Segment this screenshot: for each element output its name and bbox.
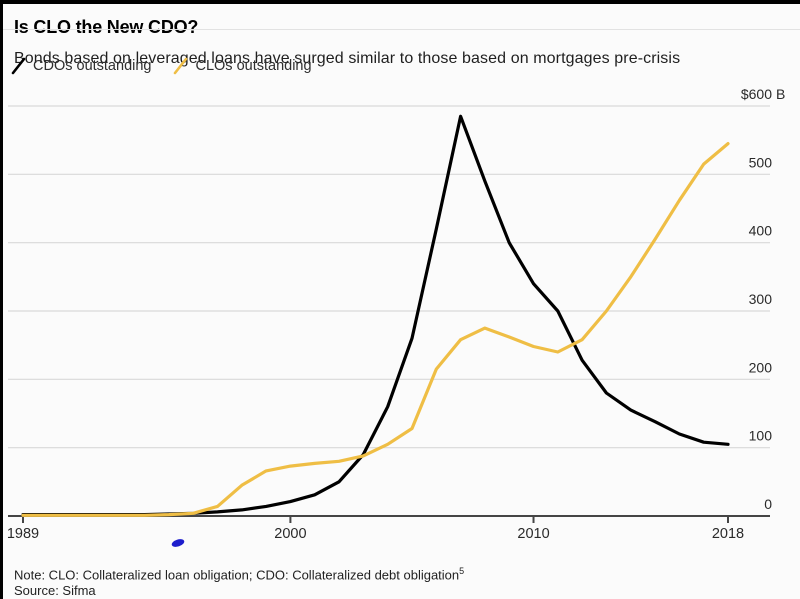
chart-title: Is CLO the New CDO? <box>14 17 199 38</box>
footnote: Note: CLO: Collateralized loan obligatio… <box>14 566 465 583</box>
legend-label-clo: CLOs outstanding <box>195 58 312 74</box>
clo-line-swatch-icon <box>174 57 188 75</box>
x-tick-label-1989: 1989 <box>7 526 39 542</box>
y-tick-label-100: 100 <box>749 428 773 444</box>
y-tick-label-0: 0 <box>764 496 772 512</box>
y-tick-label-200: 200 <box>749 359 773 375</box>
footnote-marker: 5 <box>459 566 465 576</box>
y-tick-label-300: 300 <box>749 291 773 307</box>
stray-blue-mark <box>171 539 185 547</box>
title-divider <box>0 29 800 30</box>
legend-item-clo: CLOs outstanding <box>173 57 312 75</box>
series-line-clos <box>21 142 730 517</box>
legend-label-cdo: CDOs outstanding <box>33 58 152 74</box>
top-border <box>0 0 800 4</box>
y-tick-unit: B <box>776 86 785 102</box>
y-tick-label-500: 500 <box>749 154 773 170</box>
legend: CDOs outstanding CLOs outstanding <box>11 57 312 75</box>
x-tick-label-2000: 2000 <box>274 526 306 542</box>
chart-subtitle: Bonds based on leveraged loans have surg… <box>14 50 681 67</box>
series-line-cdos <box>21 114 730 517</box>
legend-item-cdo: CDOs outstanding <box>11 57 151 75</box>
x-tick-label-2018: 2018 <box>712 526 744 542</box>
y-tick-label-400: 400 <box>749 223 773 239</box>
x-tick-label-2010: 2010 <box>517 526 549 542</box>
cdo-line-swatch-icon <box>11 57 26 75</box>
source-label: Source: Sifma <box>14 583 96 599</box>
footnote-block: Note: CLO: Collateralized loan obligatio… <box>14 563 464 599</box>
y-tick-label-top: $600 <box>741 86 772 102</box>
left-border <box>0 0 3 599</box>
